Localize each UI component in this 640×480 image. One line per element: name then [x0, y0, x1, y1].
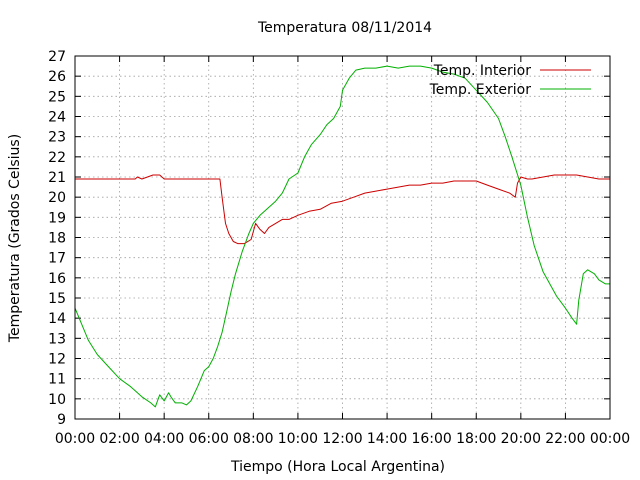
x-axis-label: Tiempo (Hora Local Argentina)	[230, 459, 445, 475]
y-tick-label: 12	[48, 352, 66, 368]
x-tick-label: 18:00	[456, 431, 496, 447]
y-tick-label: 23	[48, 130, 66, 146]
x-tick-label: 22:00	[545, 431, 585, 447]
y-tick-label: 9	[57, 412, 66, 428]
series-lines	[74, 65, 610, 408]
x-tick-labels: 00:00 02:00 04:00 06:00 08:00 10:00 12:00 14:00…	[55, 431, 630, 447]
legend-label-exterior: Temp. Exterior	[429, 82, 532, 98]
y-tick-label: 18	[48, 231, 66, 247]
x-tick-label: 04:00	[144, 431, 184, 447]
chart-title: Temperatura 08/11/2014	[257, 20, 432, 36]
y-axis-label: Temperatura (Grados Celsius)	[7, 134, 23, 343]
x-tick-label: 12:00	[322, 431, 362, 447]
y-tick-label: 21	[48, 170, 66, 186]
x-tick-label: 02:00	[99, 431, 139, 447]
legend: Temp. Interior Temp. Exterior	[429, 63, 591, 98]
y-tick-label: 20	[48, 190, 66, 206]
y-tick-label: 15	[48, 291, 66, 307]
x-tick-label: 14:00	[367, 431, 407, 447]
y-tick-label: 22	[48, 150, 66, 166]
x-tick-label: 06:00	[189, 431, 229, 447]
y-tick-label: 10	[48, 392, 66, 408]
y-tick-labels: 9 10 11 12 13 14 15 16 17 18 19 20 21 22 23 24 25 26 27	[48, 49, 66, 428]
y-tick-label: 17	[48, 251, 66, 267]
y-tick-label: 11	[48, 372, 66, 388]
y-tick-label: 19	[48, 210, 66, 226]
grid-lines	[75, 56, 610, 419]
y-tick-label: 26	[48, 69, 66, 85]
y-tick-label: 25	[48, 89, 66, 105]
x-tick-label: 16:00	[411, 431, 451, 447]
y-tick-label: 24	[48, 110, 66, 126]
x-tick-label: 10:00	[278, 431, 318, 447]
series-line-exterior	[74, 65, 610, 408]
plot-border	[74, 55, 611, 420]
y-tick-label: 13	[48, 331, 66, 347]
x-tick-label: 00:00	[55, 431, 95, 447]
y-tick-label: 27	[48, 49, 66, 65]
y-tick-label: 14	[48, 311, 66, 327]
x-tick-label: 08:00	[233, 431, 273, 447]
x-tick-label: 00:00	[590, 431, 630, 447]
legend-label-interior: Temp. Interior	[433, 63, 532, 79]
x-tick-label: 20:00	[501, 431, 541, 447]
y-tick-label: 16	[48, 271, 66, 287]
